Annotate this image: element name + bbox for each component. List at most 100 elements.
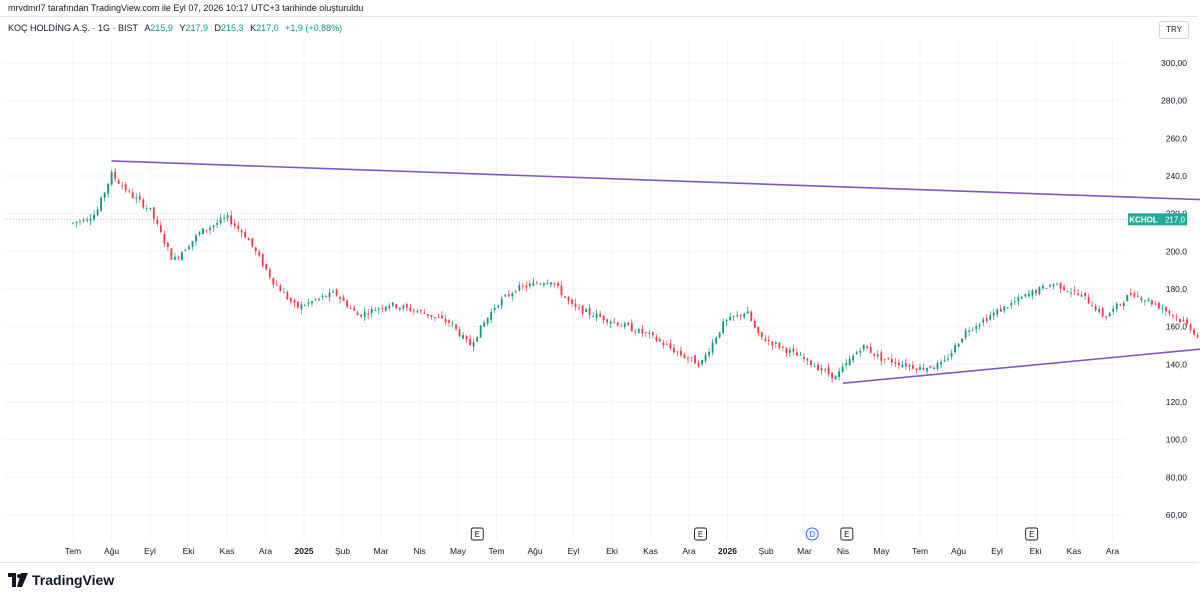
candle-body <box>753 320 756 328</box>
candle-body <box>1196 335 1199 338</box>
candle-body <box>223 217 226 219</box>
x-tick-label: Kas <box>220 546 235 556</box>
candle-body <box>275 284 278 286</box>
candle-body <box>803 357 805 360</box>
earnings-marker-label: E <box>844 530 849 539</box>
candle-body <box>72 222 74 224</box>
candle-body <box>430 315 433 318</box>
candle-body <box>687 358 689 359</box>
candle-body <box>110 171 113 185</box>
candle-body <box>810 360 812 366</box>
candle-body <box>1140 297 1143 301</box>
candle-body <box>978 324 981 327</box>
candle-body <box>908 365 911 367</box>
earnings-marker-label: E <box>475 530 480 539</box>
candle-body <box>1158 303 1160 309</box>
candle-body <box>149 207 152 210</box>
candle-body <box>592 316 595 318</box>
candle-body <box>476 336 479 342</box>
candle-body <box>448 320 450 323</box>
candle-body <box>360 314 363 317</box>
candle-body <box>420 309 422 311</box>
currency-button[interactable]: TRY <box>1159 21 1189 39</box>
candle-body <box>1108 313 1111 317</box>
candle-body <box>434 316 436 318</box>
candle-body <box>834 375 837 380</box>
candle-body <box>388 305 391 309</box>
candle-body <box>666 344 668 345</box>
candle-body <box>1147 299 1150 301</box>
candle-body <box>469 338 472 346</box>
candle-body <box>778 342 781 349</box>
earnings-marker-icon <box>470 527 484 541</box>
candle-body <box>212 225 215 228</box>
candle-body <box>1168 311 1171 314</box>
candle-body <box>550 282 552 285</box>
candle-body <box>637 328 640 333</box>
candle-body <box>1143 300 1146 302</box>
candle-body <box>767 339 770 342</box>
symbol-title[interactable]: KOÇ HOLDİNG A.Ş. · 1G · BIST <box>8 23 138 33</box>
y-tick-label: 140,0 <box>1166 359 1188 369</box>
candle-body <box>493 307 496 310</box>
candle-body <box>1035 290 1037 294</box>
candle-body <box>159 225 162 233</box>
candle-body <box>831 372 833 379</box>
x-tick-label: Mar <box>374 546 389 556</box>
candle-body <box>616 322 619 326</box>
candle-body <box>1031 290 1034 296</box>
candle-body <box>405 304 408 308</box>
candle-body <box>813 366 816 368</box>
candle-body <box>500 298 503 306</box>
candle-body <box>539 283 542 285</box>
ticker-label: KCHOL <box>1129 215 1158 224</box>
candle-body <box>1045 288 1048 289</box>
candle-body <box>841 366 844 372</box>
candle-body <box>1098 309 1101 312</box>
tradingview-brand[interactable]: TradingView <box>8 571 114 589</box>
candle-body <box>525 285 528 288</box>
x-tick-label: 2026 <box>718 546 737 556</box>
candle-body <box>462 335 464 339</box>
candle-body <box>630 323 633 332</box>
candle-body <box>1112 308 1115 312</box>
candle-body <box>968 330 971 332</box>
candle-body <box>247 238 250 241</box>
candle-body <box>964 330 967 338</box>
candle-body <box>750 311 753 321</box>
candle-body <box>820 368 823 371</box>
candle-body <box>578 307 580 309</box>
candle-body <box>209 227 211 231</box>
candle-body <box>715 337 718 344</box>
high-value: 217,9 <box>185 23 208 33</box>
candle-body <box>658 339 661 342</box>
candle-body <box>335 289 338 296</box>
x-tick-label: Ağu <box>527 546 542 556</box>
candle-body <box>356 312 359 316</box>
candle-body <box>1073 290 1076 292</box>
candle-body <box>528 283 531 286</box>
candle-body <box>1056 283 1058 285</box>
candle-body <box>138 195 141 200</box>
earnings-marker-label: E <box>1029 530 1034 539</box>
candle-body <box>866 346 869 349</box>
candle-body <box>1154 303 1157 305</box>
candle-body <box>947 358 949 360</box>
candle-body <box>511 293 514 297</box>
candle-body <box>514 291 517 293</box>
y-tick-label: 280,00 <box>1161 96 1187 106</box>
candle-body <box>307 302 310 304</box>
candle-body <box>683 354 686 358</box>
dividend-marker-icon <box>805 527 819 541</box>
candle-body <box>100 197 103 211</box>
candle-body <box>915 368 918 371</box>
candle-body <box>764 338 767 341</box>
y-tick-label: 300,00 <box>1161 58 1187 68</box>
candle-body <box>444 318 447 322</box>
candle-body <box>1006 307 1009 309</box>
candle-body <box>416 311 419 313</box>
candle-body <box>975 326 978 330</box>
candle-body <box>89 218 92 221</box>
close-value: 217,0 <box>256 23 279 33</box>
